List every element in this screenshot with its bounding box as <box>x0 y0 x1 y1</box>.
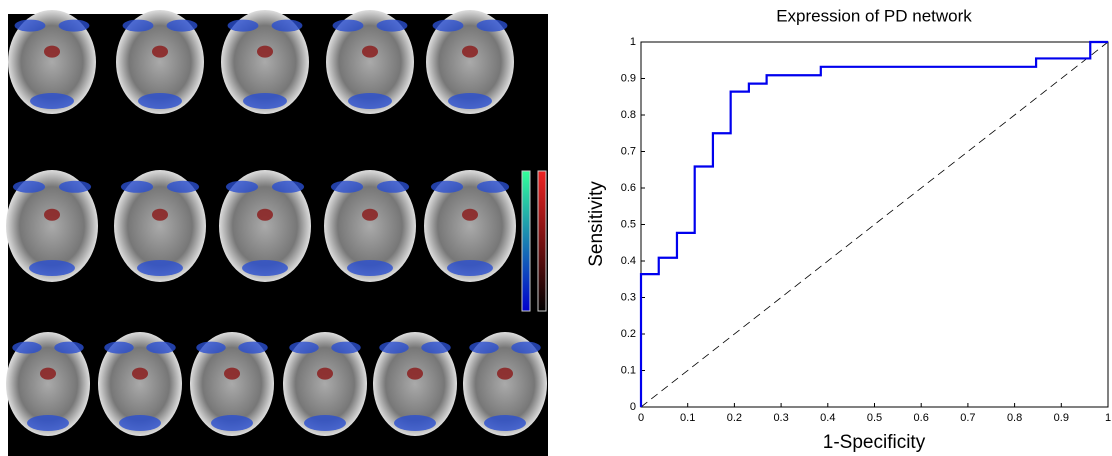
x-tick-label: 0.8 <box>1007 412 1022 424</box>
activation-blob <box>167 20 198 32</box>
activation-blob <box>59 20 90 32</box>
activation-blob <box>132 368 148 380</box>
activation-blob <box>272 20 303 32</box>
activation-blob <box>54 342 83 354</box>
activation-blob <box>462 209 478 221</box>
activation-blob <box>362 209 378 221</box>
activation-blob <box>44 46 60 58</box>
x-tick-label: 1 <box>1105 412 1111 424</box>
activation-blob <box>477 181 509 193</box>
activation-blob <box>511 342 540 354</box>
y-tick-label: 0.1 <box>621 364 636 376</box>
activation-blob <box>497 368 513 380</box>
activation-blob <box>484 415 526 431</box>
activation-blob <box>243 93 287 109</box>
activation-blob <box>121 181 153 193</box>
activation-blob <box>431 181 463 193</box>
activation-blob <box>448 93 492 109</box>
colorbar-red <box>538 171 546 311</box>
activation-blob <box>152 209 168 221</box>
activation-blob <box>15 20 46 32</box>
activation-blob <box>347 260 393 276</box>
activation-blob <box>40 368 56 380</box>
y-tick-label: 0.6 <box>621 182 636 194</box>
activation-blob <box>137 260 183 276</box>
x-tick-label: 0.9 <box>1054 412 1069 424</box>
activation-blob <box>331 342 360 354</box>
y-tick-label: 0.4 <box>621 255 636 267</box>
activation-blob <box>379 342 408 354</box>
activation-blob <box>226 181 258 193</box>
activation-blob <box>272 181 304 193</box>
activation-blob <box>447 260 493 276</box>
activation-blob <box>394 415 436 431</box>
roc-chart: Expression of PD network 1-Specificity S… <box>560 0 1112 456</box>
y-tick-label: 0.7 <box>621 145 636 157</box>
activation-blob <box>377 181 409 193</box>
activation-blob <box>12 342 41 354</box>
activation-blob <box>348 93 392 109</box>
activation-blob <box>146 342 175 354</box>
figure: Expression of PD network 1-Specificity S… <box>0 0 1112 456</box>
activation-blob <box>27 415 69 431</box>
activation-blob <box>238 342 267 354</box>
activation-blob <box>30 93 74 109</box>
activation-blob <box>331 181 363 193</box>
x-axis-label: 1-Specificity <box>823 432 926 453</box>
x-tick-label: 0.1 <box>680 412 695 424</box>
x-tick-label: 0.2 <box>727 412 742 424</box>
activation-blob <box>242 260 288 276</box>
activation-blob <box>469 342 498 354</box>
activation-blob <box>167 181 199 193</box>
activation-blob <box>13 181 45 193</box>
activation-blob <box>29 260 75 276</box>
y-axis-label: Sensitivity <box>586 181 607 267</box>
activation-blob <box>138 93 182 109</box>
y-tick-label: 0.2 <box>621 328 636 340</box>
activation-blob <box>289 342 318 354</box>
activation-blob <box>433 20 464 32</box>
activation-blob <box>211 415 253 431</box>
x-tick-label: 0.4 <box>820 412 835 424</box>
activation-blob <box>196 342 225 354</box>
activation-blob <box>407 368 423 380</box>
activation-blob <box>377 20 408 32</box>
activation-blob <box>257 46 273 58</box>
x-tick-label: 0.6 <box>914 412 929 424</box>
colorbar-green-blue <box>522 171 530 311</box>
chart-title: Expression of PD network <box>776 6 972 25</box>
x-tick-label: 0.3 <box>773 412 788 424</box>
activation-blob <box>228 20 259 32</box>
x-tick-label: 0 <box>638 412 644 424</box>
activation-blob <box>421 342 450 354</box>
activation-blob <box>362 46 378 58</box>
activation-blob <box>477 20 508 32</box>
y-tick-label: 1 <box>630 36 636 48</box>
y-tick-label: 0.5 <box>621 218 636 230</box>
activation-blob <box>152 46 168 58</box>
x-tick-label: 0.5 <box>867 412 882 424</box>
activation-blob <box>224 368 240 380</box>
activation-blob <box>333 20 364 32</box>
y-tick-label: 0.8 <box>621 109 636 121</box>
activation-blob <box>104 342 133 354</box>
y-tick-label: 0.9 <box>621 72 636 84</box>
activation-blob <box>59 181 91 193</box>
activation-blob <box>462 46 478 58</box>
activation-blob <box>44 209 60 221</box>
activation-blob <box>123 20 154 32</box>
y-tick-label: 0 <box>630 401 636 413</box>
activation-blob <box>304 415 346 431</box>
brain-panel <box>0 0 560 456</box>
y-tick-label: 0.3 <box>621 291 636 303</box>
activation-blob <box>257 209 273 221</box>
activation-blob <box>119 415 161 431</box>
x-tick-label: 0.7 <box>960 412 975 424</box>
activation-blob <box>317 368 333 380</box>
